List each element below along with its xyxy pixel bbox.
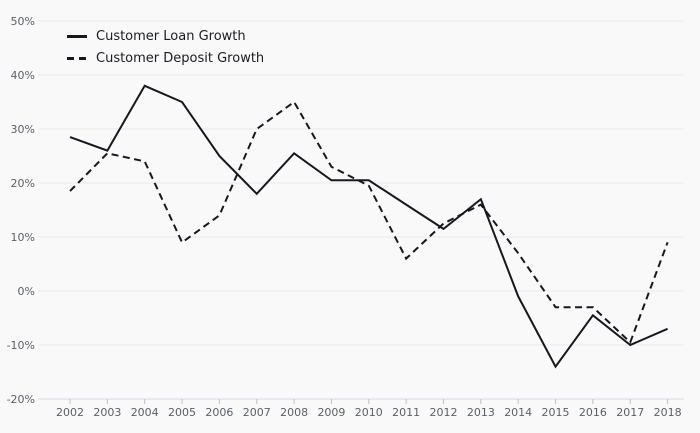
x-tick-label: 2007 bbox=[243, 406, 271, 419]
y-tick-label: 40% bbox=[11, 69, 35, 82]
y-tick-label: 50% bbox=[11, 15, 35, 28]
y-tick-label: 10% bbox=[11, 231, 35, 244]
x-tick-label: 2008 bbox=[280, 406, 308, 419]
x-tick-label: 2006 bbox=[205, 406, 233, 419]
legend-label-deposit-growth: Customer Deposit Growth bbox=[96, 51, 265, 66]
x-tick-label: 2018 bbox=[654, 406, 682, 419]
solid-line-swatch bbox=[67, 35, 87, 38]
x-tick-label: 2003 bbox=[93, 406, 121, 419]
x-tick-label: 2013 bbox=[467, 406, 495, 419]
deposit-growth-line bbox=[69, 100, 669, 345]
x-tick-label: 2004 bbox=[131, 406, 159, 419]
x-tick-label: 2010 bbox=[355, 406, 383, 419]
y-tick-label: 30% bbox=[11, 123, 35, 136]
loan-growth-line bbox=[69, 84, 668, 369]
x-tick-label: 2005 bbox=[168, 406, 196, 419]
legend: Customer Loan Growth Customer Deposit Gr… bbox=[67, 26, 264, 69]
x-tick-label: 2011 bbox=[392, 406, 420, 419]
x-tick-label: 2016 bbox=[579, 406, 607, 419]
x-tick-label: 2009 bbox=[317, 406, 345, 419]
y-tick-label: -10% bbox=[7, 339, 35, 352]
x-tick-label: 2015 bbox=[542, 406, 570, 419]
legend-item-loan-growth: Customer Loan Growth bbox=[67, 26, 264, 47]
legend-label-loan-growth: Customer Loan Growth bbox=[96, 29, 246, 44]
x-tick-label: 2002 bbox=[56, 406, 84, 419]
y-tick-label: -20% bbox=[7, 393, 35, 406]
x-tick-label: 2017 bbox=[616, 406, 644, 419]
legend-item-deposit-growth: Customer Deposit Growth bbox=[67, 48, 264, 69]
y-tick-label: 20% bbox=[11, 177, 35, 190]
x-tick-label: 2012 bbox=[430, 406, 458, 419]
x-tick-label: 2014 bbox=[504, 406, 532, 419]
y-tick-label: 0% bbox=[18, 285, 35, 298]
dashed-line-swatch bbox=[67, 57, 87, 60]
